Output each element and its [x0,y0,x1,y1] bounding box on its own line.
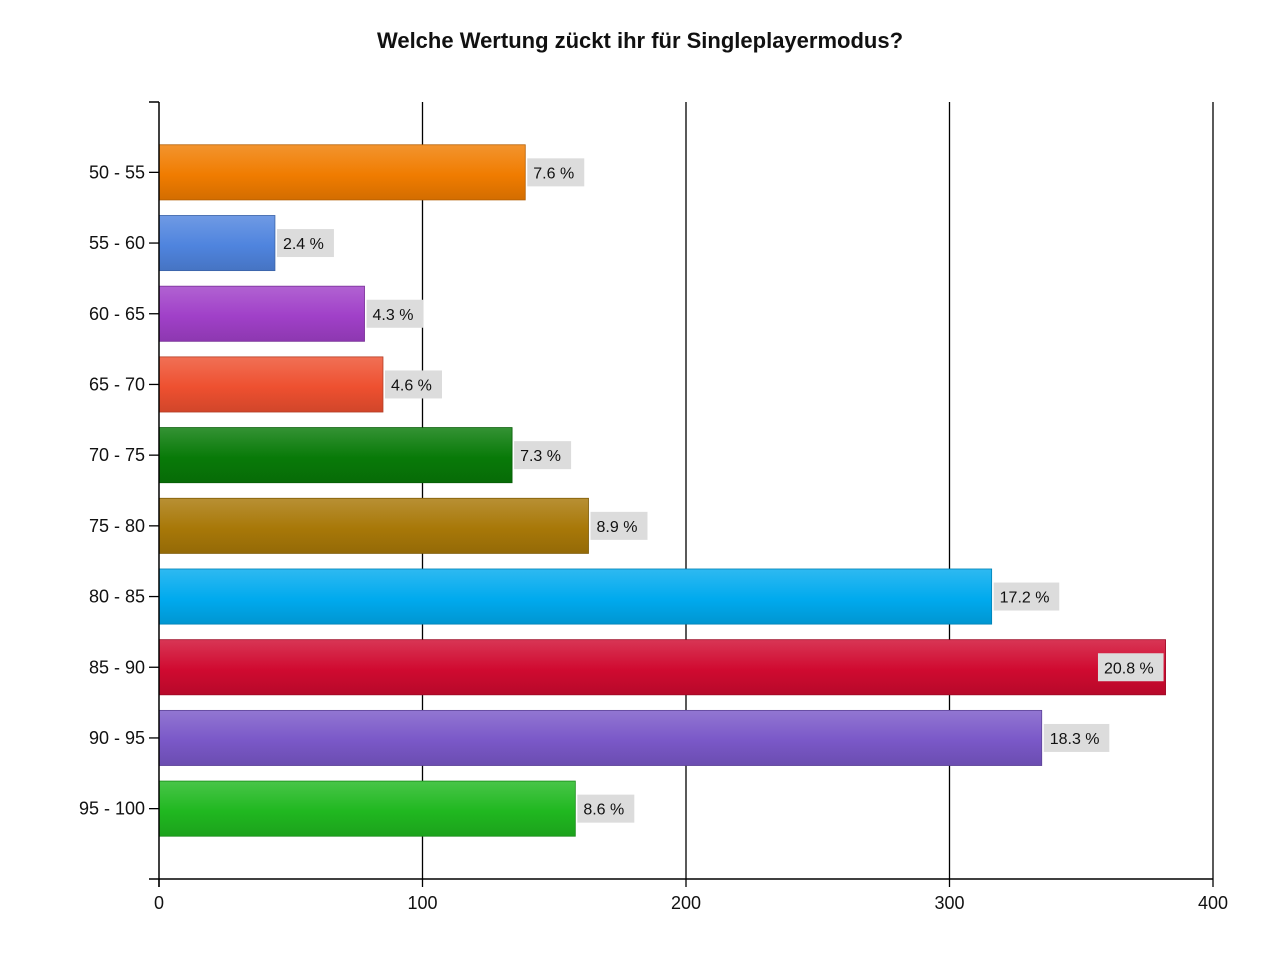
bars [158,144,1166,837]
bar [158,215,276,272]
category-label: 95 - 100 [79,799,145,819]
data-label-box [527,158,585,187]
chart-title: Welche Wertung zückt ihr für Singleplaye… [376,28,904,53]
category-label: 60 - 65 [89,304,145,324]
x-tick-label: 0 [154,893,164,913]
bar [158,497,589,554]
x-tick-label: 100 [407,893,437,913]
labels: 0 100 200 300 400 50 - 55 7.6 % 55 - 60 2.4 % 60 … [79,158,1228,913]
data-label: 7.3 % [520,448,561,465]
bar [158,780,576,837]
bar [158,568,993,625]
x-tick-label: 400 [1198,893,1228,913]
bar [158,427,513,484]
data-label: 2.4 % [283,236,324,253]
x-tick-label: 200 [671,893,701,913]
bar [158,709,1043,766]
data-label: 7.6 % [533,165,574,182]
bar [158,639,1166,696]
data-label: 8.9 % [597,519,638,536]
bar [158,285,365,342]
data-label: 20.8 % [1104,660,1154,677]
category-label: 70 - 75 [89,445,145,465]
category-label: 50 - 55 [89,162,145,182]
data-label-box [514,441,572,470]
data-label: 8.6 % [583,802,624,819]
data-label-box [366,299,424,328]
category-label: 90 - 95 [89,728,145,748]
axes [149,101,1214,887]
data-label: 18.3 % [1050,731,1100,748]
data-label: 17.2 % [1000,590,1050,607]
data-label-box [384,370,442,399]
bar [158,144,526,201]
data-label-box [1097,653,1164,682]
data-label: 4.6 % [391,377,432,394]
category-label: 55 - 60 [89,233,145,253]
x-tick-label: 300 [934,893,964,913]
data-label-box [276,229,334,258]
category-label: 75 - 80 [89,516,145,536]
category-label: 85 - 90 [89,657,145,677]
data-label: 4.3 % [373,307,414,324]
category-label: 80 - 85 [89,587,145,607]
data-label-box [590,511,648,540]
data-label-box [1043,723,1110,752]
data-label-box [577,794,635,823]
data-label-box [993,582,1060,611]
bar [158,356,384,413]
category-label: 65 - 70 [89,374,145,394]
